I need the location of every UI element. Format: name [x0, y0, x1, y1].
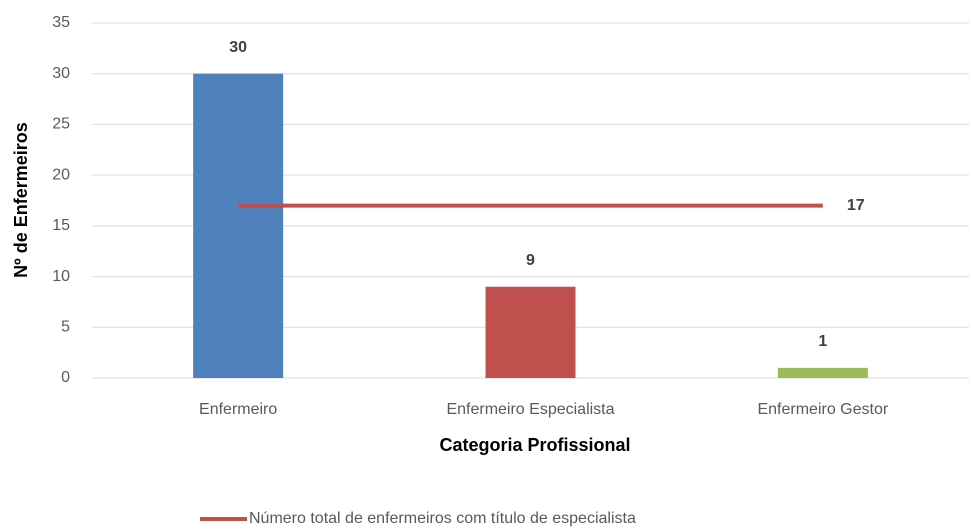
bar: [193, 73, 284, 378]
y-tick-label: 10: [52, 268, 70, 285]
y-axis-title: Nº de Enfermeiros: [11, 122, 31, 278]
x-tick-label: Enfermeiro: [199, 401, 277, 418]
y-tick-label: 0: [61, 369, 70, 386]
y-tick-label: 20: [52, 166, 70, 183]
y-tick-label: 5: [61, 319, 70, 336]
y-tick-label: 25: [52, 116, 70, 133]
data-label: 9: [526, 252, 535, 269]
y-tick-label: 15: [52, 217, 70, 234]
x-tick-label: Enfermeiro Gestor: [757, 401, 888, 418]
bar: [485, 286, 576, 378]
data-label: 30: [229, 39, 247, 56]
y-tick-label: 30: [52, 65, 70, 82]
y-tick-label: 35: [52, 14, 70, 31]
legend-label: Número total de enfermeiros com título d…: [249, 510, 636, 527]
x-tick-label: Enfermeiro Especialista: [446, 401, 614, 418]
bar: [777, 367, 868, 378]
x-axis-title: Categoria Profissional: [439, 435, 630, 455]
data-label: 1: [818, 333, 827, 350]
data-label: 17: [847, 197, 865, 214]
